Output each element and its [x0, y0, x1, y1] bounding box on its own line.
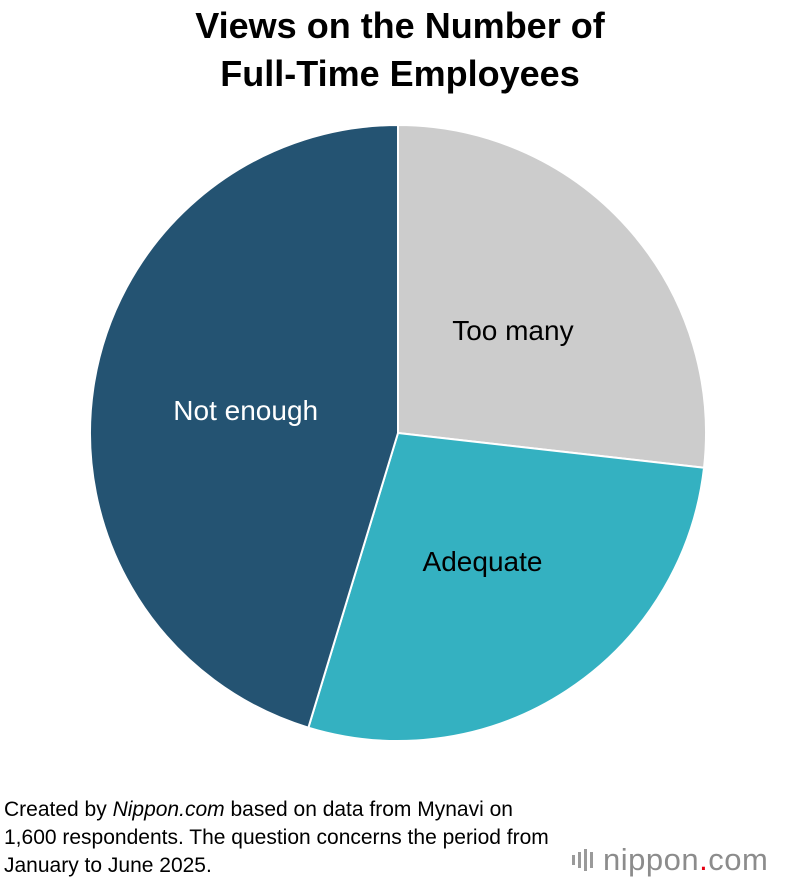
slice-label-not-enough: Not enough: [173, 395, 318, 426]
slice-label-too-many: Too many: [452, 315, 573, 346]
pie-slice-adequate: [307, 432, 706, 742]
logo-bars-icon: [572, 849, 593, 871]
chart-title-line-2: Full-Time Employees: [220, 53, 580, 94]
source-note-source: Nippon.com: [112, 798, 225, 821]
chart-title-line-1: Views on the Number of: [195, 5, 605, 46]
logo-dot: .: [699, 842, 709, 877]
pie-slice-too-many: [397, 124, 707, 469]
chart-title: Views on the Number of Full-Time Employe…: [0, 2, 800, 98]
logo-name: nippon: [603, 842, 700, 877]
logo-text: nippon.com: [603, 842, 768, 878]
nippon-logo: nippon.com: [572, 840, 798, 880]
slice-label-adequate: Adequate: [423, 546, 543, 577]
logo-domain: com: [708, 842, 769, 877]
source-note-suffix: based on data from Mynavi on 1,600 respo…: [4, 798, 549, 877]
source-note: Created by Nippon.com based on data from…: [4, 796, 564, 880]
pie-slice-not-enough: [89, 124, 399, 729]
source-note-prefix: Created by: [4, 798, 113, 821]
